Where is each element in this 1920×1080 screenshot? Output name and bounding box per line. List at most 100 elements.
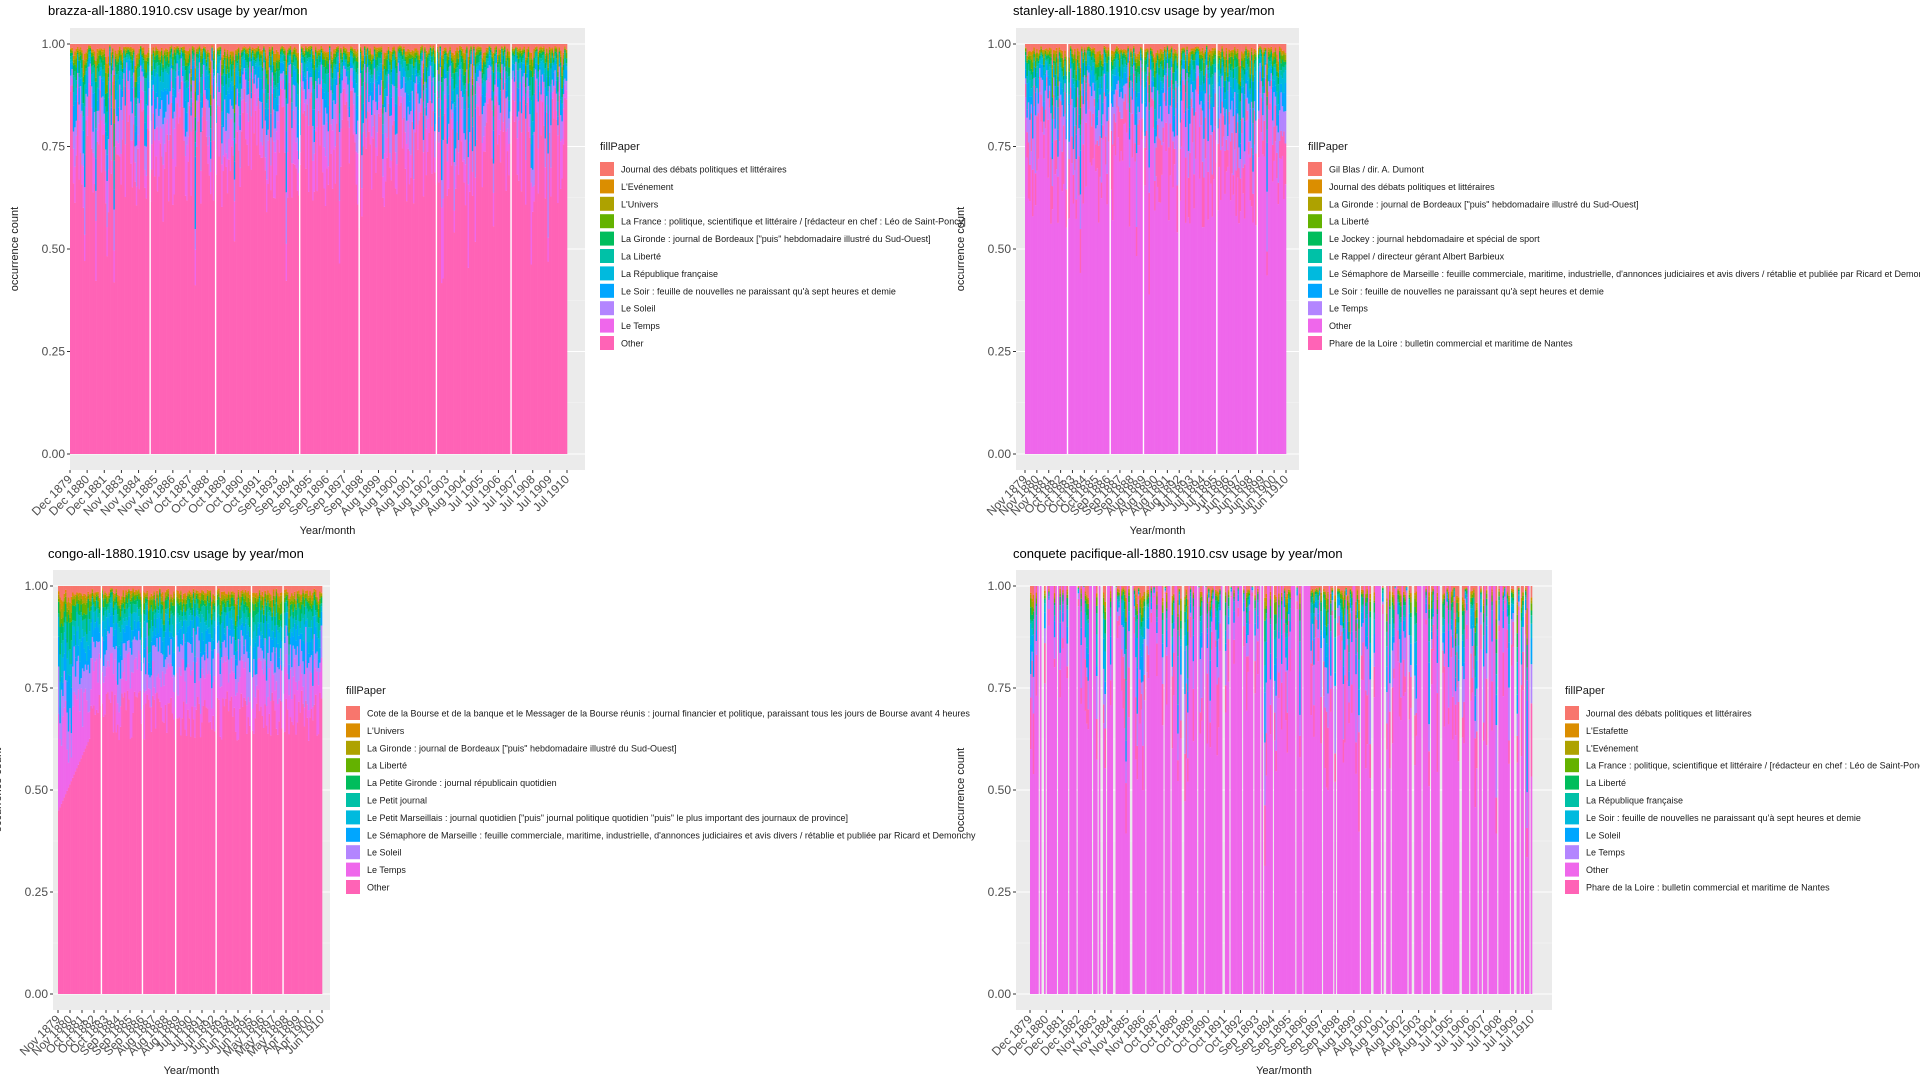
- bar-segment: [484, 102, 487, 127]
- bar-segment: [124, 49, 127, 54]
- bar-segment: [484, 67, 487, 82]
- bar-segment: [350, 68, 352, 76]
- bar-segment: [191, 65, 194, 81]
- bar-segment: [291, 128, 293, 164]
- bar-segment: [418, 55, 421, 60]
- bar-segment: [96, 52, 99, 59]
- bar-segment: [81, 164, 83, 185]
- bar-segment: [364, 48, 366, 51]
- bar-segment: [450, 52, 453, 55]
- bar-segment: [394, 50, 397, 52]
- bar-segment: [172, 159, 174, 205]
- bar-segment: [75, 120, 78, 136]
- bar-segment: [372, 58, 375, 62]
- bar-segment: [550, 57, 552, 64]
- bar-segment: [365, 52, 368, 56]
- bar-segment: [443, 94, 446, 114]
- bar-segment: [253, 133, 256, 455]
- bar-segment: [368, 65, 370, 73]
- bar-segment: [378, 50, 380, 53]
- bar-segment: [403, 117, 405, 455]
- bar-segment: [372, 100, 375, 127]
- bar-segment: [273, 81, 275, 89]
- bar-segment: [544, 87, 547, 112]
- bar-segment: [266, 58, 268, 67]
- bar-segment: [256, 88, 258, 107]
- bar-segment: [354, 142, 356, 454]
- bar-segment: [179, 58, 181, 68]
- bar-segment: [530, 70, 533, 78]
- bar-segment: [95, 60, 97, 67]
- bar-segment: [163, 55, 166, 59]
- bar-segment: [243, 49, 246, 51]
- bar-segment: [530, 167, 533, 183]
- bar-segment: [320, 46, 323, 48]
- bar-segment: [75, 87, 78, 95]
- bar-segment: [467, 83, 470, 97]
- bar-segment: [498, 48, 501, 50]
- bar-segment: [280, 44, 282, 48]
- bar-segment: [403, 67, 405, 77]
- bar-segment: [141, 90, 144, 112]
- bar-segment: [152, 49, 155, 51]
- bar-segment: [471, 78, 474, 85]
- bar-segment: [550, 63, 552, 69]
- bar-segment: [323, 67, 326, 84]
- bar-segment: [226, 193, 229, 454]
- bar-segment: [89, 84, 92, 455]
- bar-segment: [301, 46, 303, 47]
- bar-segment: [343, 44, 345, 47]
- bar-segment: [205, 120, 208, 137]
- bar-segment: [466, 44, 468, 47]
- bar-segment: [408, 51, 411, 54]
- bar-segment: [333, 58, 335, 64]
- bar-segment: [385, 58, 387, 69]
- bar-segment: [480, 79, 482, 97]
- bar-segment: [204, 59, 207, 64]
- bar-segment: [168, 60, 170, 64]
- bar-segment: [526, 52, 529, 58]
- bar-segment: [313, 55, 316, 61]
- bar-segment: [512, 70, 515, 78]
- bar-segment: [401, 54, 404, 56]
- bar-segment: [308, 89, 310, 126]
- bar-segment: [352, 52, 355, 58]
- bar-segment: [210, 194, 212, 455]
- bar-segment: [130, 44, 132, 47]
- bar-segment: [117, 58, 120, 63]
- bar-segment: [506, 151, 509, 454]
- bar-segment: [357, 44, 359, 50]
- bar-segment: [250, 51, 253, 54]
- bar-segment: [347, 70, 349, 78]
- bar-segment: [120, 153, 123, 185]
- bar-segment: [215, 64, 218, 71]
- bar-segment: [124, 46, 127, 50]
- bar-segment: [165, 51, 167, 55]
- bar-segment: [253, 53, 256, 57]
- bar-segment: [77, 50, 79, 53]
- bar-segment: [373, 56, 376, 59]
- bar-segment: [299, 74, 302, 82]
- bar-segment: [530, 100, 533, 144]
- bar-segment: [137, 134, 139, 149]
- bar-segment: [252, 68, 254, 79]
- bar-segment: [504, 45, 506, 47]
- bar-segment: [137, 83, 139, 99]
- bar-segment: [438, 74, 440, 82]
- bar-segment: [253, 83, 256, 94]
- bar-segment: [282, 63, 285, 72]
- bar-segment: [301, 44, 303, 47]
- bar-segment: [397, 52, 400, 57]
- bar-segment: [368, 131, 370, 455]
- bar-segment: [207, 57, 209, 62]
- bar-segment: [399, 49, 401, 53]
- bar-segment: [385, 55, 387, 59]
- bar-segment: [260, 78, 263, 103]
- bar-segment: [320, 47, 323, 49]
- bar-segment: [382, 70, 384, 81]
- bar-segment: [166, 88, 169, 95]
- bar-segment: [120, 44, 123, 50]
- bar-segment: [159, 108, 162, 127]
- bar-segment: [229, 53, 232, 55]
- bar-segment: [242, 55, 244, 60]
